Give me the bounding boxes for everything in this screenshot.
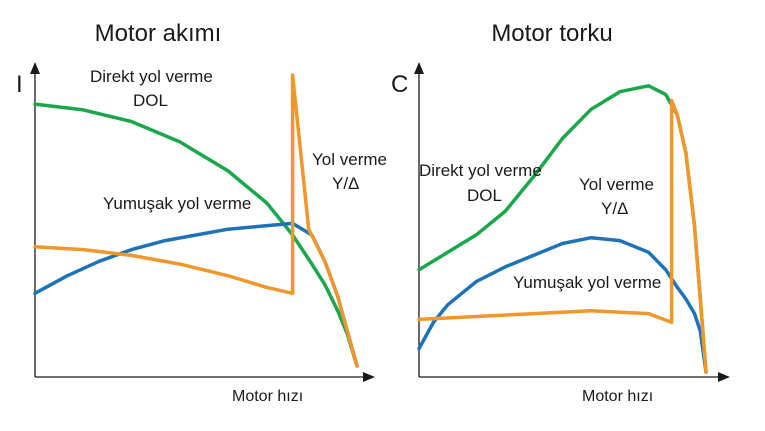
panel2-annotation-dol-line1: Direkt yol verme — [419, 161, 542, 180]
panel2-curve-soft — [417, 235, 708, 374]
panel1-y-axis-label: I — [16, 71, 23, 98]
panel1-x-axis-arrow — [363, 372, 375, 382]
panel1-annotation-stardelta-line1: Yol verme — [312, 150, 387, 169]
panel2-curve-stardelta — [417, 98, 708, 374]
panel1-y-axis-arrow — [30, 62, 40, 74]
panel2-annotation-soft: Yumuşak yol verme — [513, 273, 661, 292]
panel2-title: Motor torku — [491, 20, 612, 47]
panel1-curve-stardelta — [33, 73, 359, 368]
panel1-title: Motor akımı — [95, 20, 222, 47]
panel1-annotation-stardelta-line2: Y/Δ — [332, 174, 359, 193]
panel2-annotation-stardelta-line1: Yol verme — [579, 175, 654, 194]
panel1-curve-dol — [33, 102, 359, 368]
panel2-y-axis-label: C — [391, 71, 408, 98]
panel1-annotation-dol-line1: Direkt yol verme — [90, 67, 213, 86]
panel2-annotation-dol-line2: DOL — [467, 186, 502, 205]
panel1-curve-soft — [33, 221, 359, 368]
panel2-y-axis-arrow — [414, 62, 424, 74]
panel2-x-axis-arrow — [718, 372, 730, 382]
panel2-annotation-stardelta-line2: Y/Δ — [601, 199, 628, 218]
panel1-annotation-dol-line2: DOL — [133, 91, 168, 110]
panel2-x-axis-label: Motor hızı — [582, 388, 653, 405]
panel2-curve-dol — [417, 84, 708, 374]
panel1-annotation-soft: Yumuşak yol verme — [103, 194, 251, 213]
panel1-x-axis-label: Motor hızı — [232, 388, 303, 405]
